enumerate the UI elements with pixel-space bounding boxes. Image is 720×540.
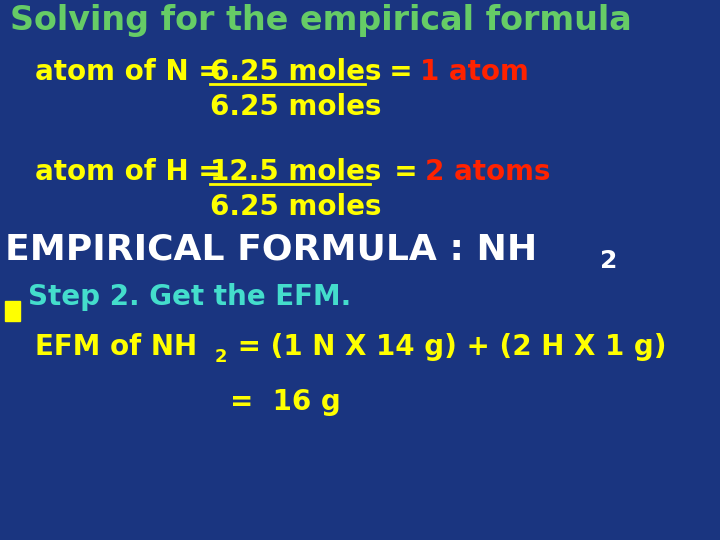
Text: atom of N =: atom of N = xyxy=(35,58,231,86)
Text: 2: 2 xyxy=(215,348,228,366)
Bar xyxy=(5,301,20,321)
Text: 2: 2 xyxy=(600,249,617,273)
Text: 6.25 moles: 6.25 moles xyxy=(210,193,382,221)
Text: 2 atoms: 2 atoms xyxy=(425,158,551,186)
Text: 12.5 moles: 12.5 moles xyxy=(210,158,382,186)
Text: =  16 g: = 16 g xyxy=(230,388,341,416)
Text: atom of H =: atom of H = xyxy=(35,158,231,186)
Text: 6.25 moles: 6.25 moles xyxy=(210,93,382,121)
Text: 6.25 moles: 6.25 moles xyxy=(210,58,382,86)
Text: Solving for the empirical formula: Solving for the empirical formula xyxy=(10,4,631,37)
Text: = (1 N X 14 g) + (2 H X 1 g): = (1 N X 14 g) + (2 H X 1 g) xyxy=(228,333,667,361)
Text: =: = xyxy=(375,158,427,186)
Text: =: = xyxy=(370,58,422,86)
Text: 1 atom: 1 atom xyxy=(420,58,529,86)
Text: EFM of NH: EFM of NH xyxy=(35,333,197,361)
Text: Step 2. Get the EFM.: Step 2. Get the EFM. xyxy=(28,283,351,311)
Text: EMPIRICAL FORMULA : NH: EMPIRICAL FORMULA : NH xyxy=(5,233,537,267)
